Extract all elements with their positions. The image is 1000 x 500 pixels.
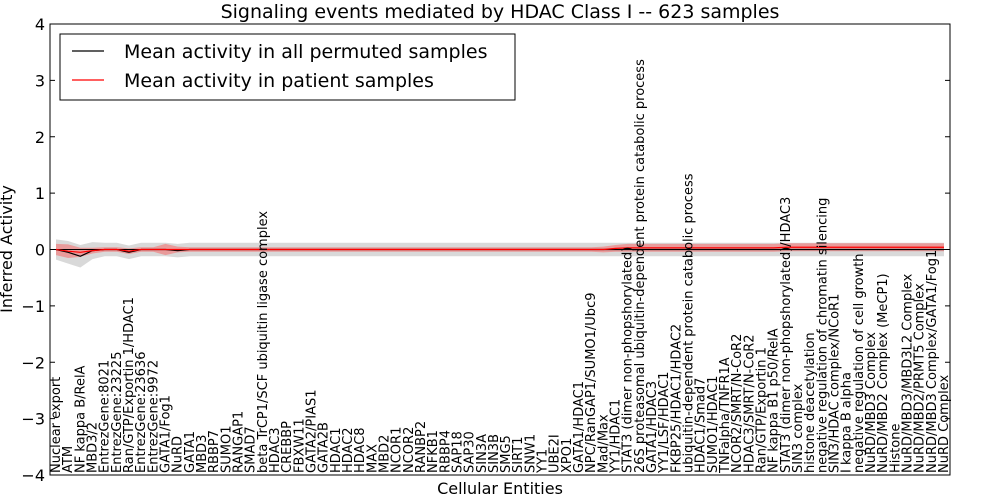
category-label: SIRT1 bbox=[511, 437, 526, 473]
chart-title: Signaling events mediated by HDAC Class … bbox=[221, 1, 780, 23]
category-label: GATA1 bbox=[183, 431, 198, 473]
category-label: SMAD7 bbox=[244, 426, 259, 473]
category-label: HDAC1/Smad7 bbox=[694, 378, 709, 473]
category-label: RANGAP1 bbox=[231, 411, 246, 473]
y-axis-ticks: −4 −3 −2 −1 0 1 2 3 4 bbox=[21, 15, 950, 485]
category-label: Histone bbox=[888, 424, 903, 473]
category-label: ATM bbox=[61, 446, 76, 473]
legend-permuted-label: Mean activity in all permuted samples bbox=[124, 41, 487, 63]
patient-band bbox=[56, 243, 944, 258]
category-label: beta TrCP1/SCF ubiquitin ligase complex bbox=[256, 211, 271, 473]
category-label: YY1 bbox=[536, 449, 551, 474]
category-label: STAT3 (dimer non-phopshorylated) bbox=[621, 247, 636, 473]
category-label: GATA1/HDAC1 bbox=[572, 381, 587, 473]
category-label: MBD3 bbox=[195, 435, 210, 473]
category-label: NF kappa B1 p50/RelA bbox=[767, 328, 782, 473]
category-label: FKBP25/HDAC1/HDAC2 bbox=[669, 324, 684, 473]
category-label: I kappa B alpha bbox=[840, 372, 855, 473]
category-label: 26S proteasomal ubiquitin-dependent prot… bbox=[633, 59, 648, 473]
category-label: SIN3B bbox=[487, 434, 502, 473]
category-label: SMG5 bbox=[499, 435, 514, 473]
category-label: XPO1 bbox=[560, 438, 575, 473]
category-label: HDAC1 bbox=[329, 427, 344, 473]
category-label: NFKB1 bbox=[426, 430, 441, 473]
category-label: NuRD/MBD2 Complex (MeCP1) bbox=[876, 273, 891, 473]
category-label: HDAC3 bbox=[268, 427, 283, 473]
category-label: YY1/HDAC1 bbox=[609, 399, 624, 474]
category-label: NCOR2 bbox=[402, 427, 417, 473]
category-label: NF kappa B/RelA bbox=[73, 365, 88, 473]
category-label: STAT3 (dimer non-phopshorylated)/HDAC3 bbox=[779, 197, 794, 473]
category-label: NuRD Complex bbox=[937, 375, 952, 473]
y-tick-label: 4 bbox=[35, 15, 45, 34]
category-label: NuRD/MBD3 Complex bbox=[864, 332, 879, 473]
category-label: GATA1/Fog1 bbox=[158, 395, 173, 473]
category-label: histone deacetylation bbox=[803, 332, 818, 473]
y-tick-label: 0 bbox=[35, 241, 45, 260]
y-axis-label: Inferred Activity bbox=[0, 185, 16, 313]
series-lines bbox=[55, 246, 944, 257]
category-label: Ran/GTP/Exportin 1 bbox=[755, 347, 770, 473]
category-label: HDAC8 bbox=[353, 427, 368, 473]
category-label: EntrezGene:9972 bbox=[146, 360, 161, 473]
category-label: GATA1/HDAC3 bbox=[645, 381, 660, 473]
category-label: UBE2I bbox=[548, 434, 563, 473]
category-label: Ran/GTP/Exportin 1/HDAC1 bbox=[122, 297, 137, 473]
x-axis-label: Cellular Entities bbox=[437, 479, 563, 498]
category-label: NCOR1 bbox=[390, 427, 405, 473]
y-tick-label: 3 bbox=[35, 71, 45, 90]
category-label: TNFalpha/TNFR1A bbox=[718, 357, 733, 474]
category-label: SUMO1/HDAC1 bbox=[706, 376, 721, 473]
legend: Mean activity in all permuted samples Me… bbox=[59, 33, 516, 101]
category-label: EntrezGene:23225 bbox=[110, 352, 125, 473]
patient-mean-line bbox=[55, 246, 944, 253]
y-tick-label: 2 bbox=[35, 128, 45, 147]
category-label: SNW1 bbox=[523, 434, 538, 473]
category-label: NuRD/MBD3 Complex/GATA1/Fog1 bbox=[925, 250, 940, 473]
y-tick-label: −3 bbox=[21, 410, 45, 429]
category-label: EntrezGene:23636 bbox=[134, 352, 149, 473]
plot-frame bbox=[49, 23, 951, 476]
category-label: YY1/LSF/HDAC1 bbox=[657, 372, 672, 474]
category-label: MBD2 bbox=[377, 435, 392, 473]
category-label: NPC/RanGAP1/SUMO1/Ubc9 bbox=[584, 293, 599, 473]
category-label: SUMO1 bbox=[219, 426, 234, 474]
category-label: GATA2/PIAS1 bbox=[304, 389, 319, 473]
category-label: ubiquitin-dependent protein catabolic pr… bbox=[682, 173, 697, 473]
category-label: HDAC2 bbox=[341, 427, 356, 473]
category-label: SIN3/HDAC complex/NCoR1 bbox=[828, 294, 843, 473]
legend-patient-label: Mean activity in patient samples bbox=[124, 70, 434, 92]
category-label: RANBP2 bbox=[414, 421, 429, 473]
category-label: SIN3 complex bbox=[791, 383, 806, 473]
category-label: NuRD bbox=[171, 436, 186, 473]
category-label: MAX bbox=[365, 444, 380, 473]
category-label: EntrezGene:8021 bbox=[98, 360, 113, 473]
category-label: RBBP7 bbox=[207, 430, 222, 473]
category-label: CREBBP bbox=[280, 421, 295, 473]
category-label: NuRD/MBD2/PRMT5 Complex bbox=[913, 283, 928, 473]
category-label: negative regulation of chromatin silenci… bbox=[815, 198, 830, 473]
category-label: FBXW11 bbox=[292, 418, 307, 473]
y-tick-label: −2 bbox=[21, 353, 45, 372]
category-label: SAP18 bbox=[450, 431, 465, 473]
y-tick-label: −4 bbox=[21, 466, 45, 485]
category-label: RBBP4 bbox=[438, 430, 453, 473]
y-tick-label: −1 bbox=[21, 297, 45, 316]
category-label: MBD3/2 bbox=[85, 422, 100, 473]
legend-box bbox=[59, 33, 516, 101]
category-label: NuRD/MBD3/MBD3L2 Complex bbox=[901, 273, 916, 473]
category-label: SAP30 bbox=[463, 431, 478, 473]
category-label: SIN3A bbox=[475, 434, 490, 473]
y-tick-label: 1 bbox=[35, 184, 45, 203]
category-label: GATA2B bbox=[317, 422, 332, 473]
category-label: NCOR2/SMRT/N-CoR2 bbox=[730, 334, 745, 473]
category-label: Nuclear export bbox=[49, 377, 64, 473]
category-label: Mad/Max bbox=[596, 414, 611, 473]
category-label: negative regulation of cell growth bbox=[852, 253, 867, 473]
category-label: HDAC3/SMRT/N-CoR2 bbox=[742, 334, 757, 473]
